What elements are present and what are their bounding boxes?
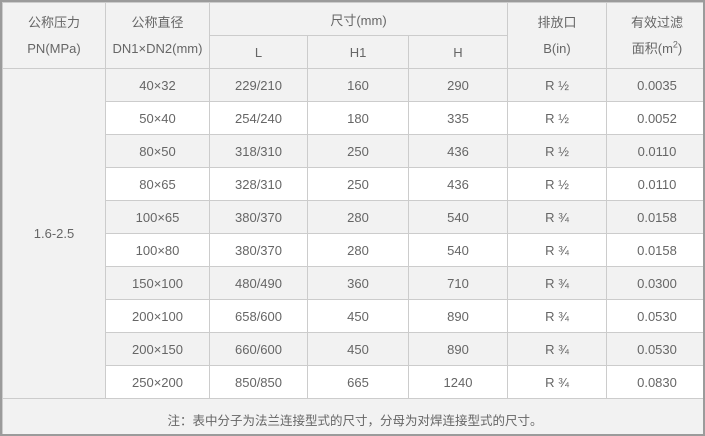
cell-drain: R ¾ bbox=[507, 200, 607, 234]
cell-drain: R ¾ bbox=[507, 299, 607, 333]
table-row: 150×100 480/490 360 710 R ¾ 0.0300 bbox=[3, 266, 703, 300]
note-row: 注：表中分子为法兰连接型式的尺寸，分母为对焊连接型式的尺寸。 bbox=[2, 398, 703, 434]
table-row: 200×150 660/600 450 890 R ¾ 0.0530 bbox=[3, 332, 703, 366]
cell-L: 380/370 bbox=[209, 200, 308, 234]
cell-area: 0.0830 bbox=[606, 365, 703, 399]
table-row: 50×40 254/240 180 335 R ½ 0.0052 bbox=[3, 101, 703, 135]
cell-drain: R ½ bbox=[507, 134, 607, 168]
cell-area: 0.0110 bbox=[606, 134, 703, 168]
cell-H1: 280 bbox=[307, 200, 409, 234]
cell-L: 229/210 bbox=[209, 68, 308, 102]
header-diameter: 公称直径 DN1×DN2(mm) bbox=[105, 2, 210, 69]
cell-H1: 160 bbox=[307, 68, 409, 102]
cell-H1: 360 bbox=[307, 266, 409, 300]
header-col-L: L bbox=[209, 35, 308, 69]
table-row: 250×200 850/850 665 1240 R ¾ 0.0830 bbox=[3, 365, 703, 399]
cell-drain: R ¾ bbox=[507, 332, 607, 366]
header-row-2: L H1 H bbox=[3, 35, 704, 69]
table-row: 200×100 658/600 450 890 R ¾ 0.0530 bbox=[3, 299, 703, 333]
cell-diameter: 80×65 bbox=[105, 167, 210, 201]
table-row: 100×65 380/370 280 540 R ¾ 0.0158 bbox=[3, 200, 703, 234]
cell-H1: 450 bbox=[307, 299, 409, 333]
cell-diameter: 200×100 bbox=[105, 299, 210, 333]
cell-H1: 180 bbox=[307, 101, 409, 135]
cell-drain: R ½ bbox=[507, 167, 607, 201]
cell-H: 436 bbox=[408, 167, 508, 201]
cell-H: 890 bbox=[408, 332, 508, 366]
pressure-value-cell: 1.6-2.5 bbox=[2, 68, 106, 399]
cell-diameter: 200×150 bbox=[105, 332, 210, 366]
table-footer: 注：表中分子为法兰连接型式的尺寸，分母为对焊连接型式的尺寸。 bbox=[2, 398, 703, 434]
cell-L: 328/310 bbox=[209, 167, 308, 201]
header-col-H1: H1 bbox=[307, 35, 409, 69]
header-drain: 排放口 B(in) bbox=[507, 2, 607, 69]
cell-H: 890 bbox=[408, 299, 508, 333]
cell-H: 436 bbox=[408, 134, 508, 168]
header-diameter-cn: 公称直径 bbox=[131, 15, 184, 30]
cell-L: 480/490 bbox=[209, 266, 308, 300]
cell-H: 540 bbox=[408, 200, 508, 234]
cell-L: 380/370 bbox=[209, 233, 308, 267]
cell-drain: R ½ bbox=[507, 101, 607, 135]
cell-diameter: 150×100 bbox=[105, 266, 210, 300]
cell-H1: 665 bbox=[307, 365, 409, 399]
superscript-2: 2 bbox=[672, 39, 678, 50]
header-area-cn: 有效过滤 bbox=[630, 15, 683, 30]
cell-L: 254/240 bbox=[209, 101, 308, 135]
cell-L: 850/850 bbox=[209, 365, 308, 399]
cell-H: 335 bbox=[408, 101, 508, 135]
cell-H: 540 bbox=[408, 233, 508, 267]
header-pressure-cn: 公称压力 bbox=[27, 15, 80, 30]
cell-diameter: 250×200 bbox=[105, 365, 210, 399]
header-row-1: 公称压力 PN(MPa) 公称直径 DN1×DN2(mm) 尺寸(mm) 排放口… bbox=[2, 2, 703, 69]
cell-diameter: 40×32 bbox=[105, 68, 210, 102]
cell-area: 0.0530 bbox=[606, 299, 703, 333]
cell-area: 0.0158 bbox=[606, 200, 703, 234]
cell-H1: 250 bbox=[307, 167, 409, 201]
cell-H1: 280 bbox=[307, 233, 409, 267]
cell-area: 0.0110 bbox=[606, 167, 703, 201]
cell-L: 658/600 bbox=[209, 299, 308, 333]
table-header: 公称压力 PN(MPa) 公称直径 DN1×DN2(mm) 尺寸(mm) 排放口… bbox=[2, 2, 704, 69]
cell-drain: R ¾ bbox=[507, 233, 607, 267]
header-col-H: H bbox=[408, 35, 508, 69]
header-drain-cn: 排放口 bbox=[537, 15, 577, 30]
header-size-group: 尺寸(mm) bbox=[209, 2, 508, 36]
cell-drain: R ¾ bbox=[507, 266, 607, 300]
cell-H1: 450 bbox=[307, 332, 409, 366]
table-row: 80×65 328/310 250 436 R ½ 0.0110 bbox=[3, 167, 703, 201]
cell-H: 710 bbox=[408, 266, 508, 300]
cell-diameter: 80×50 bbox=[105, 134, 210, 168]
cell-H: 1240 bbox=[408, 365, 508, 399]
cell-area: 0.0035 bbox=[606, 68, 703, 102]
cell-area: 0.0158 bbox=[606, 233, 703, 267]
cell-L: 318/310 bbox=[209, 134, 308, 168]
cell-area: 0.0530 bbox=[606, 332, 703, 366]
cell-area: 0.0300 bbox=[606, 266, 703, 300]
cell-drain: R ¾ bbox=[507, 365, 607, 399]
header-drain-unit: B(in) bbox=[543, 41, 571, 56]
table-body: 1.6-2.5 40×32 229/210 160 290 R ½ 0.0035 50×40 2… bbox=[2, 68, 703, 399]
table-row: 80×50 318/310 250 436 R ½ 0.0110 bbox=[3, 134, 703, 168]
cell-diameter: 100×65 bbox=[105, 200, 210, 234]
table-row: 100×80 380/370 280 540 R ¾ 0.0158 bbox=[3, 233, 703, 267]
table-note: 注：表中分子为法兰连接型式的尺寸，分母为对焊连接型式的尺寸。 bbox=[2, 398, 703, 434]
cell-H1: 250 bbox=[307, 134, 409, 168]
header-diameter-unit: DN1×DN2(mm) bbox=[112, 41, 203, 56]
header-pressure-unit: PN(MPa) bbox=[27, 41, 81, 56]
header-area: 有效过滤 面积(m2) bbox=[606, 2, 703, 69]
cell-diameter: 100×80 bbox=[105, 233, 210, 267]
cell-drain: R ½ bbox=[507, 68, 607, 102]
cell-L: 660/600 bbox=[209, 332, 308, 366]
table-row: 1.6-2.5 40×32 229/210 160 290 R ½ 0.0035 bbox=[2, 68, 703, 399]
header-pressure: 公称压力 PN(MPa) bbox=[2, 2, 106, 69]
cell-area: 0.0052 bbox=[606, 101, 703, 135]
header-area-unit: 面积(m2) bbox=[631, 39, 683, 56]
cell-diameter: 50×40 bbox=[105, 101, 210, 135]
cell-H: 290 bbox=[408, 68, 508, 102]
